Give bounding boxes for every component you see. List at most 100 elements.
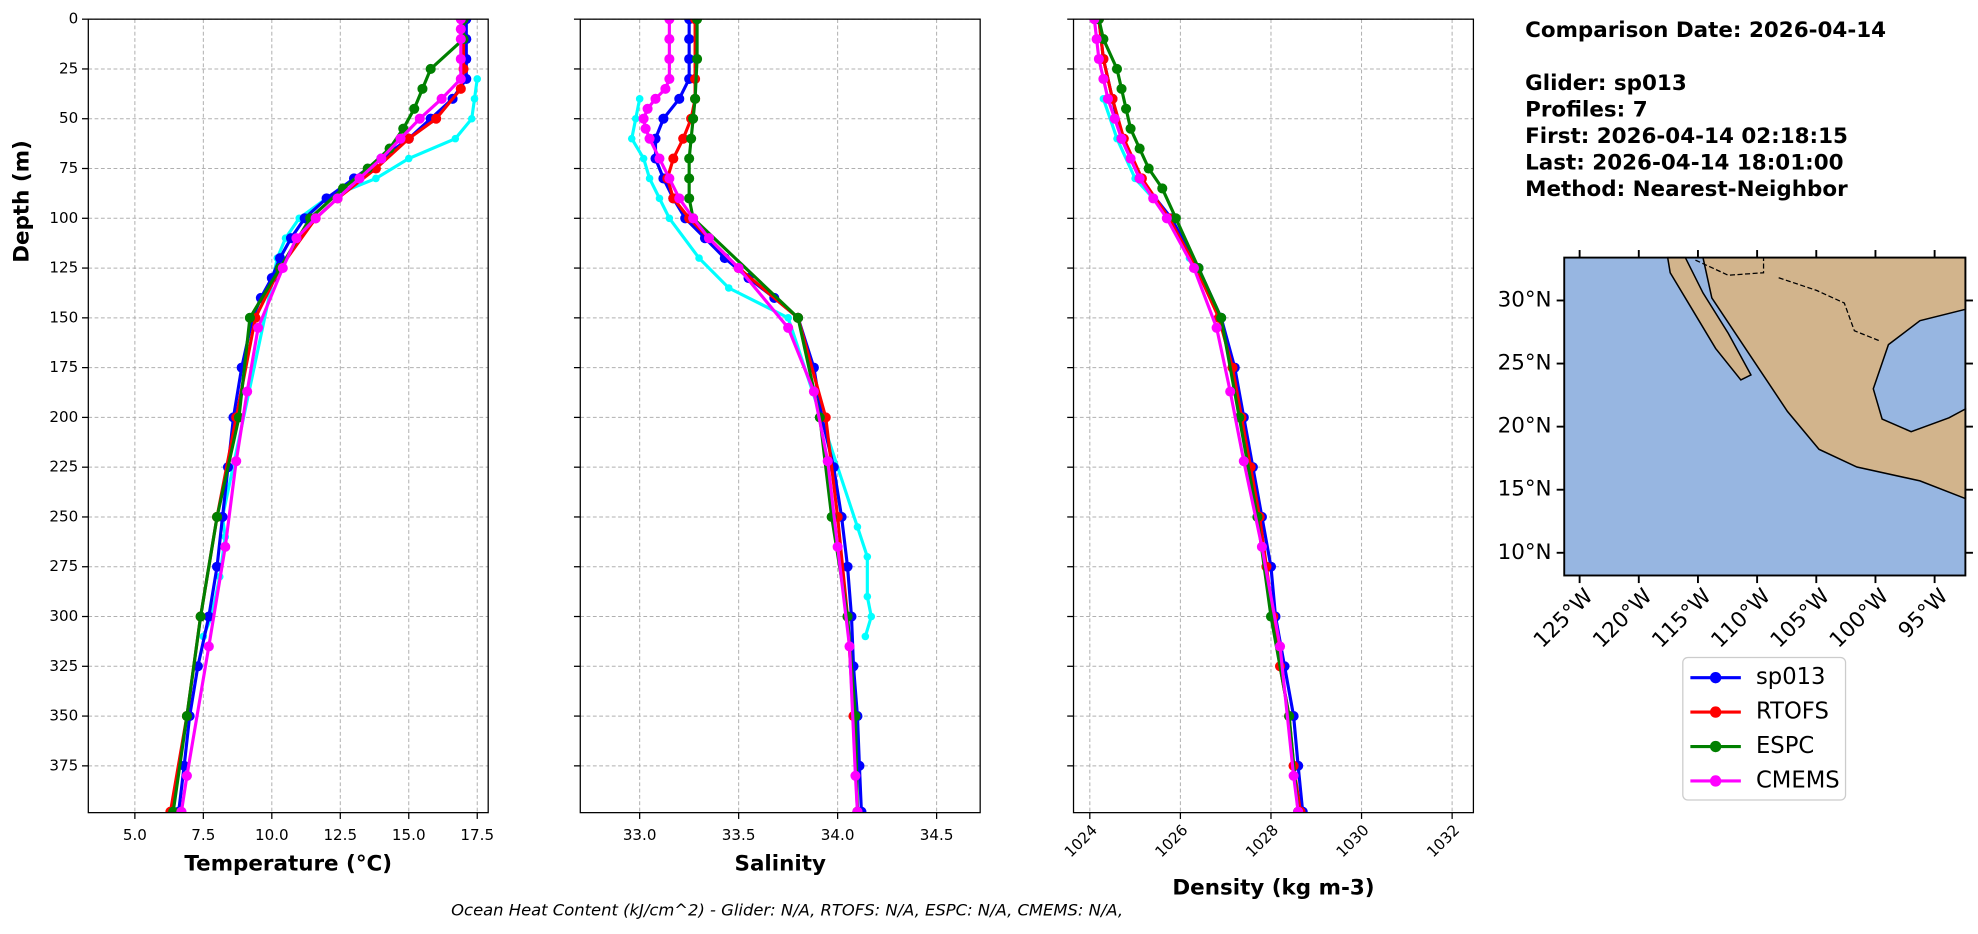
map-y-label: 20°N — [1498, 414, 1552, 439]
series-point — [277, 263, 288, 274]
map-x-label: 105°W — [1766, 584, 1835, 653]
series-point — [867, 612, 876, 621]
x-tick-label: 15.0 — [392, 826, 426, 844]
series-point — [409, 103, 420, 114]
x-axis-label: Salinity — [735, 851, 826, 876]
series-line — [168, 19, 466, 812]
series-point — [853, 523, 862, 531]
series-point — [1125, 123, 1136, 134]
series-point — [1225, 386, 1236, 397]
map-x-label: 95°W — [1894, 584, 1954, 644]
footer: Ocean Heat Content (kJ/cm^2) - Glider: N… — [451, 901, 1123, 920]
series-point — [678, 133, 689, 144]
series-point — [1116, 133, 1127, 144]
y-tick-label: 125 — [49, 259, 78, 277]
map-x-label: 120°W — [1588, 584, 1657, 653]
series-point — [372, 174, 380, 183]
series-point — [1134, 173, 1145, 184]
series-point — [291, 233, 302, 244]
series-point — [1143, 163, 1154, 174]
series-point — [724, 284, 733, 292]
series-point — [645, 174, 654, 183]
series-point — [1288, 770, 1299, 781]
series-point — [640, 123, 651, 134]
series-point — [253, 322, 264, 333]
series-point — [650, 93, 661, 104]
x-tick-label: 1032 — [1423, 821, 1463, 861]
map-x-label: 100°W — [1825, 584, 1894, 653]
series-point — [684, 173, 695, 184]
series-point — [684, 53, 695, 65]
series-point — [664, 53, 675, 65]
series-point — [1116, 83, 1127, 94]
series-point — [1093, 53, 1104, 65]
x-tick-label: 7.5 — [191, 826, 215, 844]
info-line: Method: Nearest-Neighbor — [1525, 177, 1848, 202]
series-point — [852, 806, 863, 813]
series-point — [431, 113, 442, 124]
series-point — [455, 53, 466, 65]
series-point — [274, 253, 286, 264]
map-y-label: 10°N — [1498, 540, 1552, 565]
series-point — [792, 312, 804, 323]
series-point — [631, 114, 640, 123]
x-axis-label: Density (kg m-3) — [1172, 875, 1374, 900]
series-point — [242, 386, 253, 397]
series-point — [822, 456, 833, 467]
plot-area — [1089, 19, 1308, 813]
x-tick-label: 10.0 — [255, 826, 289, 844]
series-point — [863, 592, 872, 601]
series-point — [451, 134, 460, 143]
y-tick-label: 275 — [49, 557, 78, 575]
series-point — [1089, 19, 1100, 25]
series-point — [404, 154, 413, 163]
y-tick-label: 225 — [49, 458, 78, 476]
map-x-label: 110°W — [1707, 584, 1776, 653]
series-point — [842, 561, 853, 572]
x-tick-label: 34.5 — [920, 826, 954, 844]
series-point — [1109, 113, 1120, 124]
info-title: Comparison Date: 2026-04-14 — [1525, 18, 1886, 43]
y-tick-label: 50 — [59, 109, 78, 127]
series-point — [203, 641, 214, 652]
series-point — [376, 153, 387, 164]
series-point — [674, 193, 685, 204]
info-line: Last: 2026-04-14 18:01:00 — [1525, 150, 1843, 175]
series-point — [403, 133, 414, 144]
series-point — [181, 711, 192, 722]
legend-marker — [1709, 775, 1722, 787]
series-point — [686, 133, 697, 144]
series-point — [1121, 103, 1132, 114]
y-tick-label: 325 — [49, 657, 78, 675]
y-axis-label: Depth (m) — [10, 140, 35, 263]
series-point — [733, 263, 744, 274]
y-tick-label: 175 — [49, 358, 78, 376]
series-point — [310, 213, 321, 224]
map-frame — [1563, 256, 1967, 577]
x-axis-label: Temperature (°C) — [184, 851, 392, 876]
series-point — [844, 641, 855, 652]
series-point — [832, 541, 843, 552]
series-point — [1111, 63, 1123, 74]
series-point — [203, 611, 214, 622]
y-tick-label: 0 — [69, 10, 79, 28]
x-tick-label: 33.0 — [623, 826, 657, 844]
info-line: Profiles: 7 — [1525, 97, 1648, 122]
y-tick-label: 150 — [49, 308, 78, 326]
series-point — [644, 133, 655, 144]
series-point — [861, 632, 870, 641]
map-x-label: 115°W — [1647, 584, 1716, 653]
series-point — [354, 173, 365, 184]
legend-marker — [1709, 740, 1722, 753]
series-point — [688, 113, 699, 124]
series-point — [688, 213, 699, 224]
series-point — [425, 63, 436, 74]
series-point — [642, 103, 653, 114]
series-point — [1125, 153, 1136, 164]
legend-label: sp013 — [1756, 664, 1826, 690]
series-point — [660, 83, 671, 94]
y-tick-label: 350 — [49, 707, 78, 725]
x-tick-label: 1024 — [1061, 821, 1101, 861]
legend-label: RTOFS — [1756, 699, 1829, 725]
series-point — [808, 386, 819, 397]
